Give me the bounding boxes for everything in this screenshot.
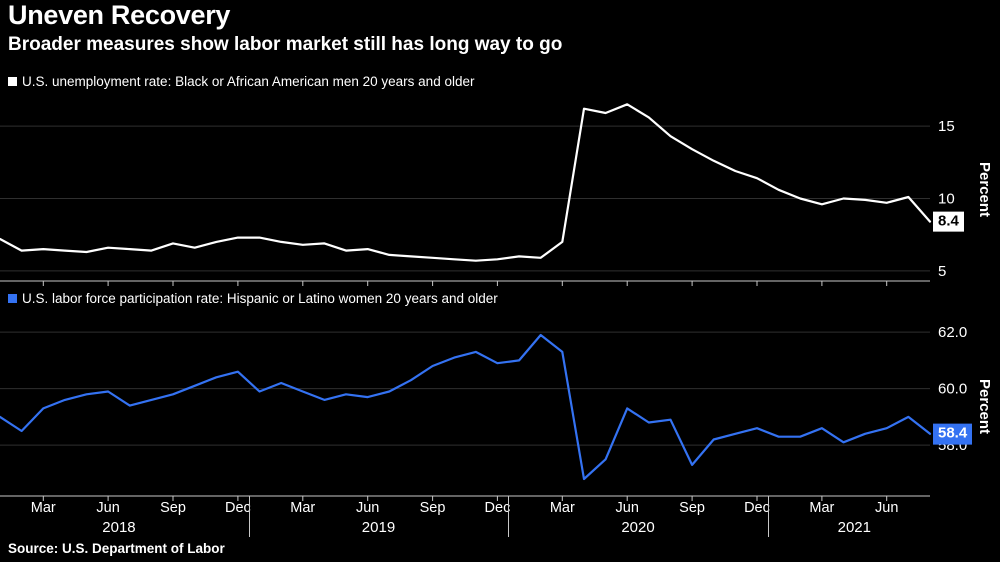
svg-text:10: 10 [938,191,955,208]
svg-text:15: 15 [938,118,955,135]
source-attribution: Source: U.S. Department of Labor [8,541,225,556]
x-year-label: 2021 [837,519,871,536]
year-separator-tick [767,496,769,537]
x-month-label: Sep [679,500,705,516]
x-month-label: Jun [875,500,899,516]
legend-swatch-white-icon [8,77,17,86]
x-year-label: 2020 [621,519,655,536]
x-month-label: Dec [225,500,251,516]
participation-last-value-badge: 58.4 [933,423,973,445]
svg-text:5: 5 [938,263,946,280]
x-month-label: Mar [30,500,56,516]
x-month-label: Jun [96,500,120,516]
unemployment-y-axis-label: Percent [976,162,993,218]
participation-panel: 58.0 60.0 62.0 [0,312,1000,502]
chart-subtitle: Broader measures show labor market still… [8,34,563,55]
unemployment-last-value-badge: 8.4 [933,211,964,232]
legend-unemployment: U.S. unemployment rate: Black or African… [8,74,474,89]
chart-title: Uneven Recovery [8,0,231,30]
x-axis: Mar Jun Sep Dec Mar Jun Sep Dec Mar Jun Sep Dec Mar J… [0,496,1000,542]
x-month-label: Dec [744,500,770,516]
x-month-label: Dec [484,500,511,516]
svg-text:62.0: 62.0 [938,324,967,341]
x-month-label: Mar [809,500,835,516]
x-month-label: Mar [549,500,575,516]
x-month-label: Mar [290,500,316,516]
participation-y-axis-label: Percent [976,379,993,435]
unemployment-panel: 5 10 15 [0,94,1000,286]
year-separator-tick [248,496,250,537]
legend-participation: U.S. labor force participation rate: His… [8,291,498,306]
participation-line-chart: 58.060.062.0 [0,324,967,501]
x-month-label: Sep [160,500,186,516]
legend-swatch-blue-icon [8,294,17,303]
legend-unemployment-label: U.S. unemployment rate: Black or African… [22,74,475,89]
unemployment-line-chart: 5 10 15 [0,103,955,286]
x-month-label: Jun [615,500,639,516]
legend-participation-label: U.S. labor force participation rate: His… [22,291,498,306]
x-month-label: Jun [355,500,380,516]
svg-text:60.0: 60.0 [938,381,967,398]
year-separator-tick [508,496,510,537]
x-year-label: 2019 [361,519,396,536]
x-year-label: 2018 [102,519,136,536]
x-month-label: Sep [419,500,446,516]
